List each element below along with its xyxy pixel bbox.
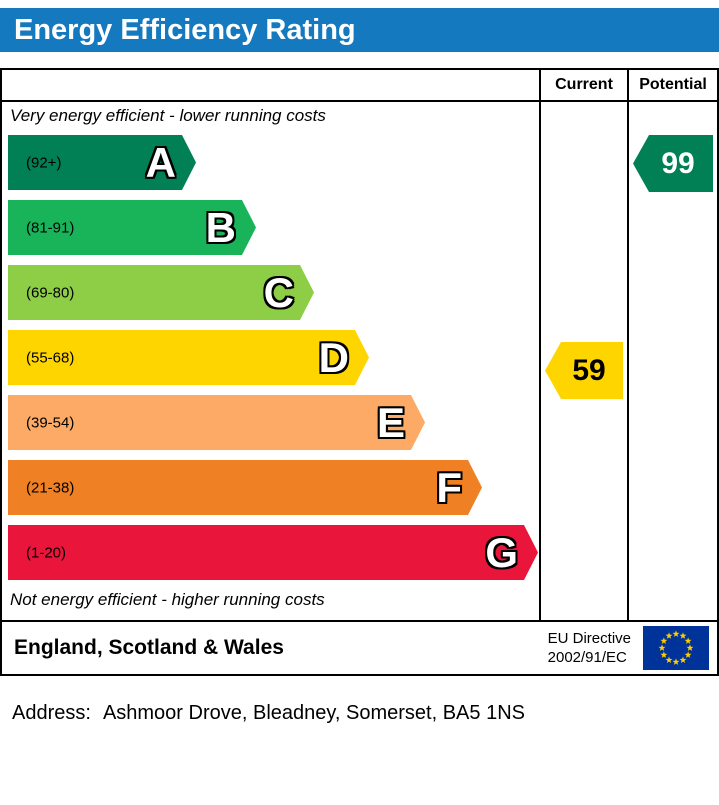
- column-header-current: Current: [555, 76, 613, 93]
- page-title: Energy Efficiency Rating: [14, 13, 356, 46]
- band-range: (39-54): [26, 414, 75, 431]
- column-header-potential: Potential: [639, 76, 707, 93]
- band-c: (69-80) C: [8, 265, 314, 320]
- band-letter: C: [263, 268, 294, 316]
- current-rating-arrow: 59: [545, 342, 623, 399]
- region-label: England, Scotland & Wales: [14, 636, 284, 659]
- band-letter: F: [436, 463, 462, 511]
- band-g: (1-20) G: [8, 525, 538, 580]
- address-line: Address: Ashmoor Drove, Bleadney, Somerse…: [12, 702, 525, 725]
- footer-right: EU Directive 2002/91/EC: [548, 626, 717, 670]
- potential-rating-arrow: 99: [633, 135, 713, 192]
- column-divider-potential: [627, 70, 629, 620]
- footer-bar: England, Scotland & Wales EU Directive 2…: [0, 622, 719, 676]
- bottom-note: Not energy efficient - higher running co…: [10, 590, 325, 609]
- band-letter: E: [376, 398, 405, 446]
- current-rating-value: 59: [572, 353, 606, 387]
- eu-flag-icon: [643, 626, 709, 670]
- eu-directive-label: EU Directive 2002/91/EC: [548, 629, 631, 668]
- header-row-divider: [2, 100, 717, 102]
- rating-chart: Current Potential Very energy efficient …: [0, 68, 719, 622]
- band-range: (69-80): [26, 284, 75, 301]
- band-range: (21-38): [26, 479, 75, 496]
- band-letter: B: [205, 203, 236, 251]
- band-b: (81-91) B: [8, 200, 256, 255]
- address-label: Address:: [12, 702, 91, 724]
- band-letter: D: [318, 333, 349, 381]
- band-range: (1-20): [26, 544, 67, 561]
- band-range: (92+): [26, 154, 62, 171]
- band-letter: A: [145, 138, 176, 186]
- band-range: (81-91): [26, 219, 75, 236]
- eu-directive-line1: EU Directive: [547, 629, 631, 647]
- band-letter: G: [485, 528, 518, 576]
- band-e: (39-54) E: [8, 395, 425, 450]
- top-note: Very energy efficient - lower running co…: [10, 106, 326, 125]
- band-a: (92+) A: [8, 135, 196, 190]
- eu-directive-line2: 2002/91/EC: [547, 649, 627, 666]
- band-d: (55-68) D: [8, 330, 369, 385]
- potential-rating-value: 99: [661, 146, 695, 180]
- column-divider-current: [539, 70, 541, 620]
- band-range: (55-68): [26, 349, 75, 366]
- address-value: Ashmoor Drove, Bleadney, Somerset, BA5 1…: [102, 702, 525, 724]
- chart-title-bar: Energy Efficiency Rating: [0, 8, 719, 52]
- band-f: (21-38) F: [8, 460, 482, 515]
